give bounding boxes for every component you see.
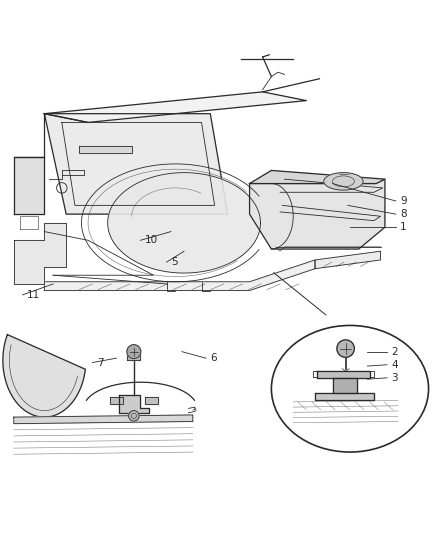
Polygon shape [14, 415, 193, 424]
Text: 10: 10 [145, 235, 158, 245]
Text: 7: 7 [97, 358, 103, 368]
Circle shape [127, 345, 141, 359]
Circle shape [337, 340, 354, 357]
Text: 5: 5 [171, 257, 177, 267]
Polygon shape [127, 354, 141, 360]
Polygon shape [315, 393, 374, 400]
Text: 6: 6 [210, 353, 217, 363]
Polygon shape [119, 395, 149, 413]
Text: 11: 11 [27, 290, 40, 300]
Circle shape [129, 410, 139, 421]
Text: 8: 8 [400, 209, 407, 219]
Polygon shape [44, 260, 315, 290]
Polygon shape [14, 223, 66, 284]
Text: 4: 4 [392, 360, 398, 370]
Polygon shape [44, 114, 228, 214]
Ellipse shape [272, 326, 428, 452]
Polygon shape [145, 398, 158, 404]
Polygon shape [250, 171, 385, 183]
Polygon shape [79, 147, 132, 153]
Polygon shape [110, 398, 123, 404]
Polygon shape [44, 92, 306, 123]
Polygon shape [317, 372, 370, 378]
Text: 1: 1 [400, 222, 407, 232]
Polygon shape [315, 251, 381, 269]
Polygon shape [250, 179, 385, 249]
Polygon shape [333, 378, 357, 393]
Ellipse shape [324, 173, 363, 190]
Polygon shape [108, 173, 261, 273]
Polygon shape [14, 157, 44, 214]
Text: 9: 9 [400, 196, 407, 206]
Text: 2: 2 [392, 346, 398, 357]
Text: 3: 3 [392, 373, 398, 383]
Polygon shape [3, 335, 85, 417]
